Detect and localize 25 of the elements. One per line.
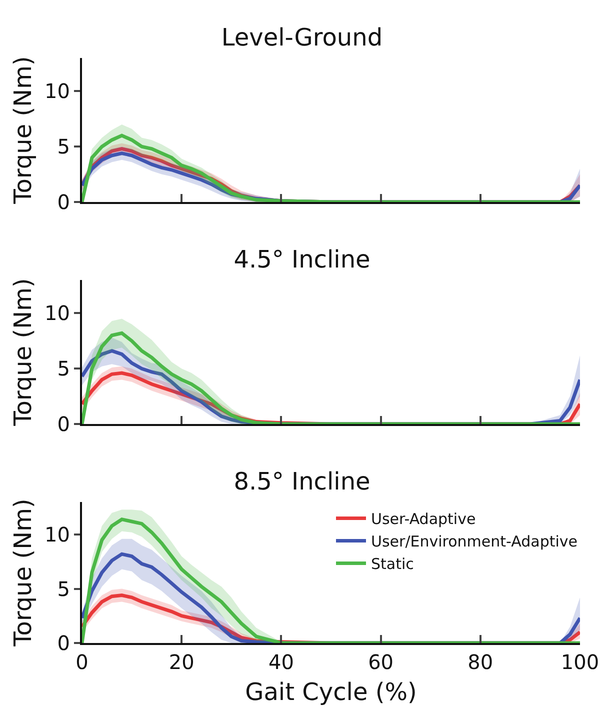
y-tick-label: 0	[57, 190, 70, 214]
x-tick-label: 60	[368, 650, 394, 674]
x-tick-label: 40	[268, 650, 294, 674]
y-tick-label: 0	[57, 412, 70, 436]
y-axis-title: Torque (Nm)	[9, 278, 38, 427]
legend-label: User-Adaptive	[371, 510, 476, 528]
x-tick-label: 20	[168, 650, 194, 674]
x-axis-title: Gait Cycle (%)	[245, 678, 417, 706]
legend-label: User/Environment-Adaptive	[371, 532, 578, 551]
legend-label: Static	[371, 555, 414, 574]
y-tick-label: 10	[44, 522, 70, 547]
y-tick-label: 5	[57, 576, 70, 601]
x-tick-label: 100	[560, 650, 600, 674]
y-tick-label: 10	[44, 301, 70, 326]
y-axis-title: Torque (Nm)	[9, 498, 38, 648]
y-tick-label: 5	[57, 356, 70, 381]
x-tick-label: 0	[76, 650, 88, 674]
x-tick-label: 80	[468, 650, 494, 674]
y-tick-label: 0	[57, 631, 70, 655]
y-tick-label: 5	[57, 134, 70, 159]
y-axis-title: Torque (Nm)	[9, 56, 38, 205]
chart-title: 8.5° Incline	[234, 468, 370, 496]
chart-title: 4.5° Incline	[234, 246, 370, 274]
chart-title: Level-Ground	[221, 24, 383, 52]
y-tick-label: 10	[44, 79, 70, 104]
